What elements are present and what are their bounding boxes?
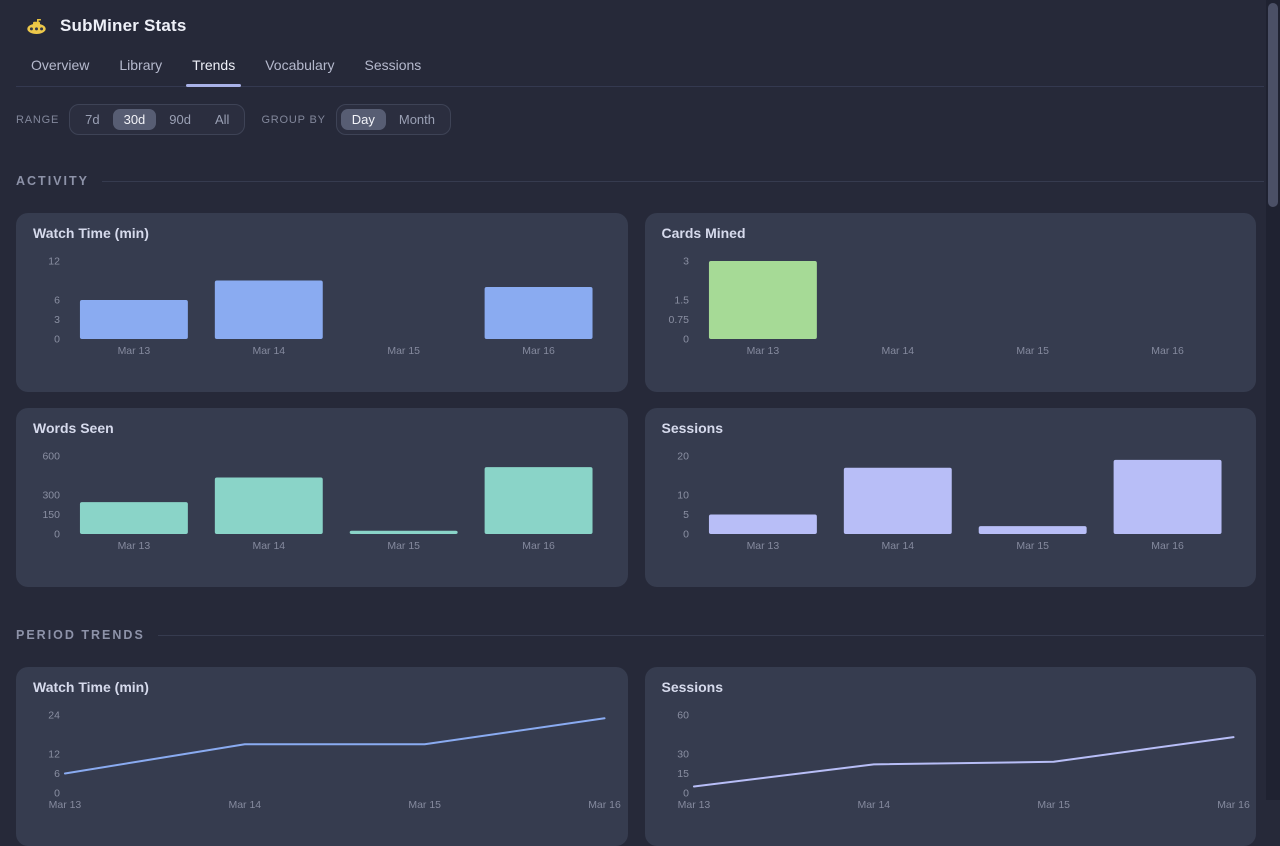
section-header-activity: ACTIVITY [16, 174, 1264, 188]
svg-text:Mar 15: Mar 15 [408, 800, 441, 811]
svg-text:Mar 16: Mar 16 [1151, 541, 1184, 552]
page-title: SubMiner Stats [60, 16, 187, 35]
svg-text:Mar 13: Mar 13 [677, 800, 710, 811]
svg-text:Mar 13: Mar 13 [118, 541, 151, 552]
tab-bar: Overview Library Trends Vocabulary Sessi… [16, 36, 1264, 87]
chart-title: Cards Mined [661, 225, 746, 241]
svg-text:12: 12 [48, 257, 60, 268]
svg-text:Mar 16: Mar 16 [522, 346, 555, 357]
card-sessions-trend: Sessions 0 15 30 60 Mar 13 Mar 14 Mar 15 Mar 16 [644, 667, 1256, 846]
section-header-period-trends: PERIOD TRENDS [16, 628, 1264, 642]
scrollbar-thumb[interactable] [1268, 3, 1278, 207]
range-30d-button[interactable]: 30d [112, 109, 157, 130]
svg-text:0: 0 [683, 788, 689, 799]
card-words-seen: Words Seen 0 150 300 600 Mar 13 Mar 14 Mar 15 M… [16, 408, 628, 587]
range-7d-button[interactable]: 7d [74, 109, 110, 130]
svg-text:600: 600 [42, 452, 60, 463]
app-header: SubMiner Stats [0, 0, 1280, 36]
chart-title: Watch Time (min) [33, 225, 149, 241]
svg-text:60: 60 [677, 711, 689, 722]
svg-text:1.5: 1.5 [674, 295, 689, 306]
svg-text:150: 150 [42, 510, 60, 521]
svg-text:6: 6 [54, 295, 60, 306]
svg-text:Mar 14: Mar 14 [252, 541, 285, 552]
svg-text:10: 10 [677, 490, 689, 501]
svg-text:5: 5 [683, 510, 689, 521]
svg-text:Mar 13: Mar 13 [746, 346, 779, 357]
chart-title: Sessions [661, 679, 723, 695]
section-divider [101, 180, 1264, 182]
svg-text:Mar 16: Mar 16 [522, 541, 555, 552]
tab-trends[interactable]: Trends [186, 57, 242, 87]
svg-text:0: 0 [54, 788, 60, 799]
svg-text:Mar 14: Mar 14 [857, 800, 890, 811]
svg-text:Mar 14: Mar 14 [881, 346, 914, 357]
svg-text:3: 3 [54, 315, 60, 326]
section-title: PERIOD TRENDS [16, 628, 145, 642]
group-by-day-button[interactable]: Day [340, 109, 386, 130]
words-seen-bar-chart: 0 150 300 600 Mar 13 Mar 14 Mar 15 Mar 16 [42, 452, 593, 552]
range-label: RANGE [16, 113, 60, 126]
svg-text:Mar 16: Mar 16 [1217, 800, 1250, 811]
svg-text:Mar 15: Mar 15 [1037, 800, 1070, 811]
range-90d-button[interactable]: 90d [158, 109, 202, 130]
section-title: ACTIVITY [16, 174, 89, 188]
svg-text:Mar 14: Mar 14 [881, 541, 914, 552]
sessions-bar-chart: 0 5 10 20 Mar 13 Mar 14 Mar 15 Mar 16 [677, 452, 1222, 552]
tab-sessions[interactable]: Sessions [364, 57, 422, 73]
svg-text:15: 15 [677, 769, 689, 780]
svg-text:Mar 13: Mar 13 [118, 346, 151, 357]
svg-text:Mar 15: Mar 15 [1016, 346, 1049, 357]
svg-text:0: 0 [54, 334, 60, 345]
group-by-segmented-control: Day Month [335, 104, 451, 135]
svg-text:Mar 13: Mar 13 [746, 541, 779, 552]
svg-text:12: 12 [48, 749, 60, 760]
svg-text:Mar 15: Mar 15 [1016, 541, 1049, 552]
card-watch-time: Watch Time (min) 0 3 6 12 Mar 13 Mar 14 Mar 15… [16, 213, 628, 392]
svg-text:0: 0 [683, 529, 689, 540]
sessions-line-chart: 0 15 30 60 Mar 13 Mar 14 Mar 15 Mar 16 [677, 711, 1250, 811]
svg-text:Mar 15: Mar 15 [387, 346, 420, 357]
group-by-label: GROUP BY [261, 113, 326, 126]
svg-text:0: 0 [54, 529, 60, 540]
svg-text:Mar 15: Mar 15 [387, 541, 420, 552]
svg-text:Mar 14: Mar 14 [252, 346, 285, 357]
svg-text:Mar 14: Mar 14 [228, 800, 261, 811]
svg-text:300: 300 [42, 490, 60, 501]
scrollbar-track[interactable] [1266, 0, 1280, 800]
svg-text:0.75: 0.75 [668, 315, 689, 326]
range-segmented-control: 7d 30d 90d All [69, 104, 246, 135]
tab-vocabulary[interactable]: Vocabulary [265, 57, 335, 73]
svg-text:6: 6 [54, 769, 60, 780]
tab-library[interactable]: Library [119, 57, 163, 73]
svg-text:30: 30 [677, 749, 689, 760]
activity-grid: Watch Time (min) 0 3 6 12 Mar 13 Mar 14 Mar 15… [16, 213, 1256, 587]
watch-time-bar-chart: 0 3 6 12 Mar 13 Mar 14 Mar 15 Mar 16 [48, 257, 593, 357]
chart-title: Words Seen [33, 420, 114, 436]
section-divider [157, 634, 1264, 636]
svg-text:Mar 13: Mar 13 [49, 800, 82, 811]
svg-text:Mar 16: Mar 16 [588, 800, 621, 811]
range-all-button[interactable]: All [204, 109, 240, 130]
period-trends-grid: Watch Time (min) 0 6 12 24 Mar 13 Mar 14 Mar 1… [16, 667, 1256, 846]
card-sessions: Sessions 0 5 10 20 Mar 13 Mar 14 Mar 15 Mar 16 [644, 408, 1256, 587]
group-by-month-button[interactable]: Month [388, 109, 446, 130]
cards-mined-bar-chart: 0 0.75 1.5 3 Mar 13 Mar 14 Mar 15 Mar 16 [668, 257, 1184, 357]
svg-text:3: 3 [683, 257, 689, 268]
group-by-controls: GROUP BY Day Month [261, 104, 451, 135]
svg-text:20: 20 [677, 452, 689, 463]
svg-text:0: 0 [683, 334, 689, 345]
filter-controls: RANGE 7d 30d 90d All GROUP BY Day Month [16, 104, 1280, 135]
svg-text:24: 24 [48, 711, 60, 722]
chart-title: Watch Time (min) [33, 679, 149, 695]
card-cards-mined: Cards Mined 0 0.75 1.5 3 Mar 13 Mar 14 Mar 15 M… [644, 213, 1256, 392]
card-watch-time-trend: Watch Time (min) 0 6 12 24 Mar 13 Mar 14 Mar 1… [16, 667, 628, 846]
tab-overview[interactable]: Overview [31, 57, 90, 73]
svg-text:Mar 16: Mar 16 [1151, 346, 1184, 357]
submarine-icon [26, 18, 47, 35]
chart-title: Sessions [661, 420, 723, 436]
